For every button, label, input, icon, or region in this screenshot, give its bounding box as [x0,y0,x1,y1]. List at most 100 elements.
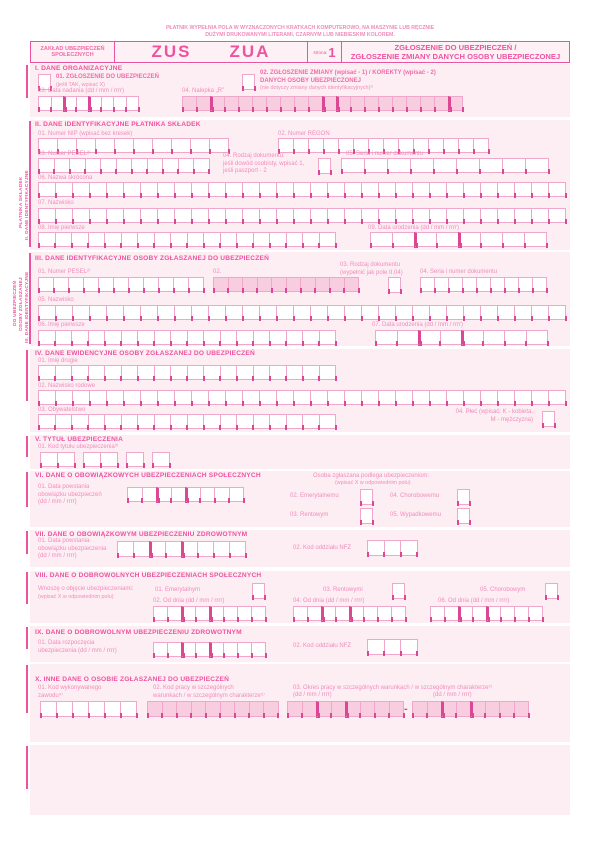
input-cell[interactable] [235,232,254,248]
input-cell[interactable] [136,365,155,381]
nip-comb[interactable] [37,138,230,154]
input-cell[interactable] [530,208,550,224]
input-cell[interactable] [70,232,89,248]
input-cell[interactable] [479,305,499,321]
pesel-osoby-comb[interactable] [37,277,205,293]
input-cell[interactable] [292,606,309,622]
input-cell[interactable] [445,390,465,406]
input-cell[interactable] [383,639,401,656]
input-cell[interactable] [207,390,227,406]
input-cell[interactable] [428,390,448,406]
input-cell[interactable] [293,96,310,112]
input-cell[interactable] [285,365,303,381]
input-cell[interactable] [462,208,482,224]
input-cell[interactable] [309,182,329,198]
input-cell[interactable] [120,232,139,248]
input-cell[interactable] [479,232,504,248]
input-cell[interactable] [153,232,172,248]
input-cell[interactable] [39,701,58,718]
input-cell[interactable] [186,330,205,346]
input-cell[interactable] [136,414,155,430]
input-cell[interactable] [186,365,205,381]
input-cell[interactable] [309,390,329,406]
data-nadania-comb[interactable] [37,96,139,112]
input-cell[interactable] [136,330,155,346]
input-cell[interactable] [258,305,278,321]
input-cell[interactable] [122,182,142,198]
input-cell[interactable] [318,414,336,430]
input-cell[interactable] [219,414,238,430]
input-cell[interactable] [235,414,254,430]
input-cell[interactable] [343,208,363,224]
input-cell[interactable] [156,390,176,406]
input-cell[interactable] [228,487,244,503]
input-cell[interactable] [181,541,199,558]
od-dnia-emerytalne-comb[interactable] [152,606,267,622]
input-cell[interactable] [326,305,346,321]
input-cell[interactable] [268,414,287,430]
input-cell[interactable] [394,305,414,321]
input-cell[interactable] [190,390,210,406]
kod-pracy-szczegolne-comb[interactable] [146,701,279,718]
input-cell[interactable] [366,540,385,557]
input-cell[interactable] [268,330,287,346]
input-cell[interactable] [501,232,526,248]
input-cell[interactable] [544,583,559,600]
input-cell[interactable] [343,305,363,321]
input-cell[interactable] [88,182,108,198]
input-cell[interactable] [54,390,74,406]
input-cell[interactable] [241,390,261,406]
input-cell[interactable] [54,330,72,346]
input-cell[interactable] [87,365,105,381]
wypadkowe-checkbox[interactable] [456,508,471,525]
input-cell[interactable] [103,232,122,248]
input-cell[interactable] [241,74,256,91]
input-cell[interactable] [37,330,56,346]
input-cell[interactable] [268,365,287,381]
input-cell[interactable] [455,701,471,718]
input-cell[interactable] [275,182,295,198]
input-cell[interactable] [309,208,329,224]
input-cell[interactable] [523,232,548,248]
input-cell[interactable] [326,390,346,406]
input-cell[interactable] [445,182,465,198]
nip-osoby-comb[interactable] [212,277,359,293]
input-cell[interactable] [377,182,397,198]
input-cell[interactable] [366,639,385,656]
input-cell[interactable] [235,330,254,346]
data-powstania-zdrowotne-comb[interactable] [116,541,247,558]
input-cell[interactable] [156,208,176,224]
input-cell[interactable] [63,96,77,112]
input-cell[interactable] [513,305,533,321]
input-cell[interactable] [103,365,122,381]
od-dnia-chorobowe-comb[interactable] [429,606,544,622]
input-cell[interactable] [496,390,516,406]
input-cell[interactable] [70,365,89,381]
input-cell[interactable] [458,232,482,248]
input-cell[interactable] [164,541,183,558]
input-cell[interactable] [343,277,359,293]
input-cell[interactable] [37,365,56,381]
input-cell[interactable] [169,365,188,381]
input-cell[interactable] [301,701,317,718]
input-cell[interactable] [445,208,465,224]
seria-numer-dokumentu-comb[interactable] [340,158,550,174]
input-cell[interactable] [250,606,267,622]
input-cell[interactable] [187,277,205,293]
input-cell[interactable] [224,208,244,224]
input-cell[interactable] [301,414,320,430]
input-cell[interactable] [343,390,363,406]
input-cell[interactable] [343,182,363,198]
data-urodzenia-platnika-comb[interactable] [369,232,548,248]
input-cell[interactable] [479,390,499,406]
input-cell[interactable] [82,452,102,468]
input-cell[interactable] [195,96,212,112]
input-cell[interactable] [54,414,72,430]
input-cell[interactable] [318,330,336,346]
input-cell[interactable] [190,182,210,198]
input-cell[interactable] [496,182,516,198]
input-cell[interactable] [70,330,89,346]
input-cell[interactable] [88,96,102,112]
input-cell[interactable] [547,390,567,406]
input-cell[interactable] [251,583,266,600]
